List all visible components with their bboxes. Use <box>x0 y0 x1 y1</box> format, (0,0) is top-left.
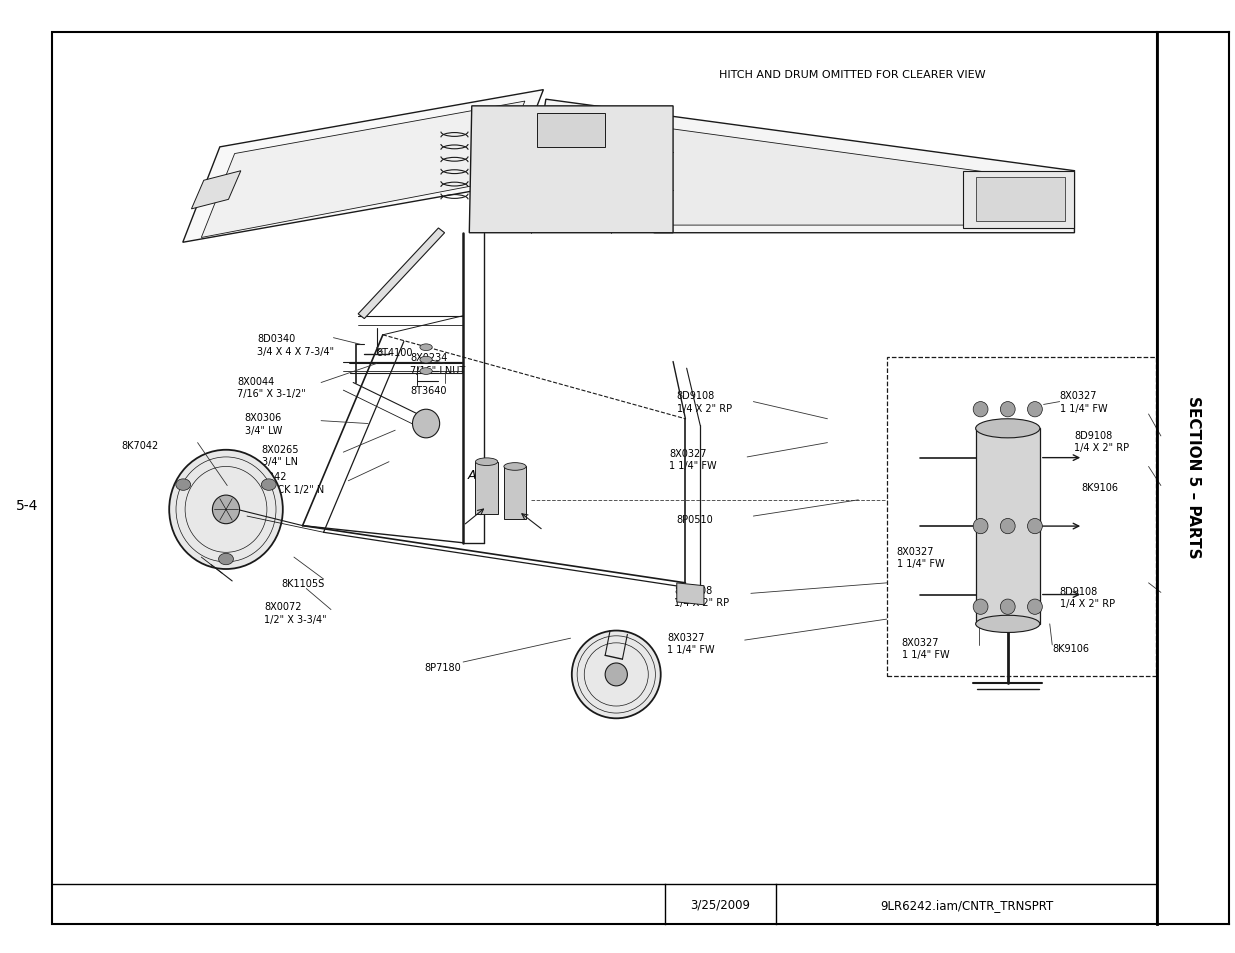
Bar <box>887 357 1156 677</box>
Text: 8X0072
1/2" X 3-3/4": 8X0072 1/2" X 3-3/4" <box>264 601 327 624</box>
Ellipse shape <box>420 356 432 364</box>
Ellipse shape <box>976 616 1040 633</box>
Ellipse shape <box>976 419 1040 438</box>
Text: 8T3640: 8T3640 <box>410 386 447 395</box>
Text: A: A <box>468 468 475 481</box>
Polygon shape <box>183 91 543 243</box>
Text: 8K7042: 8K7042 <box>121 440 158 450</box>
Ellipse shape <box>572 631 661 719</box>
Ellipse shape <box>973 599 988 615</box>
Text: 8X0234
7/16" LNUT: 8X0234 7/16" LNUT <box>410 353 466 375</box>
Text: 8K9106: 8K9106 <box>1052 643 1089 653</box>
Text: HITCH AND DRUM OMITTED FOR CLEARER VIEW: HITCH AND DRUM OMITTED FOR CLEARER VIEW <box>719 71 986 80</box>
Text: 8X0265
3/4" LN: 8X0265 3/4" LN <box>262 444 299 467</box>
Ellipse shape <box>1028 599 1042 615</box>
Text: 8P7180: 8P7180 <box>425 662 462 672</box>
Text: 8K9106: 8K9106 <box>1082 483 1119 493</box>
Text: 8X0044
7/16" X 3-1/2": 8X0044 7/16" X 3-1/2" <box>237 376 306 399</box>
Polygon shape <box>963 172 1074 229</box>
Text: 8X0327
1 1/4" FW: 8X0327 1 1/4" FW <box>897 546 945 569</box>
Polygon shape <box>976 178 1065 222</box>
Circle shape <box>175 479 190 491</box>
Text: 8D9108
1/4 X 2" RP: 8D9108 1/4 X 2" RP <box>1060 586 1115 609</box>
Ellipse shape <box>212 496 240 524</box>
Text: 8D9108
1/4 X 2" RP: 8D9108 1/4 X 2" RP <box>677 391 732 414</box>
Polygon shape <box>531 100 1074 233</box>
Bar <box>475 462 498 515</box>
Circle shape <box>219 554 233 565</box>
Text: DETAIL A: DETAIL A <box>993 512 1032 521</box>
Text: 8P0510: 8P0510 <box>677 515 714 524</box>
Text: 8X0327
1 1/4" FW: 8X0327 1 1/4" FW <box>667 632 715 655</box>
Text: 8D0340
3/4 X 4 X 7-3/4": 8D0340 3/4 X 4 X 7-3/4" <box>257 334 333 356</box>
Text: 5-4: 5-4 <box>16 498 38 512</box>
Polygon shape <box>677 583 704 605</box>
Text: 9LR6242.iam/CNTR_TRNSPRT: 9LR6242.iam/CNTR_TRNSPRT <box>879 898 1053 911</box>
Text: 8X0327
1 1/4" FW: 8X0327 1 1/4" FW <box>1060 391 1108 414</box>
Text: 8D9108
1/4 X 2" RP: 8D9108 1/4 X 2" RP <box>674 585 730 608</box>
Ellipse shape <box>412 410 440 438</box>
Text: SECTION 5 – PARTS: SECTION 5 – PARTS <box>1186 395 1200 558</box>
Text: 8X0327
1 1/4" FW: 8X0327 1 1/4" FW <box>902 637 950 659</box>
Ellipse shape <box>1000 599 1015 615</box>
Text: 8X0306
3/4" LW: 8X0306 3/4" LW <box>245 413 282 436</box>
Ellipse shape <box>973 519 988 534</box>
Ellipse shape <box>475 458 498 466</box>
Polygon shape <box>191 172 241 210</box>
Text: 8X0327
1 1/4" FW: 8X0327 1 1/4" FW <box>669 448 718 471</box>
Circle shape <box>262 479 277 491</box>
Bar <box>504 467 526 519</box>
Polygon shape <box>201 102 525 238</box>
Text: 8X0242
NY-LOCK 1/2" N: 8X0242 NY-LOCK 1/2" N <box>249 472 325 495</box>
Text: 3/25/2009: 3/25/2009 <box>690 898 751 911</box>
Bar <box>976 429 1040 624</box>
Ellipse shape <box>420 344 432 352</box>
Text: 8K1105S: 8K1105S <box>282 578 325 588</box>
Ellipse shape <box>973 402 988 417</box>
Polygon shape <box>537 114 605 148</box>
Polygon shape <box>358 229 445 319</box>
Text: 8D9108
1/4 X 2" RP: 8D9108 1/4 X 2" RP <box>1074 430 1130 453</box>
Ellipse shape <box>605 663 627 686</box>
Polygon shape <box>469 107 673 233</box>
Bar <box>52 33 1157 924</box>
Ellipse shape <box>169 451 283 570</box>
Ellipse shape <box>1028 519 1042 534</box>
Polygon shape <box>550 114 1060 226</box>
Ellipse shape <box>504 463 526 471</box>
Ellipse shape <box>1028 402 1042 417</box>
Ellipse shape <box>1000 402 1015 417</box>
Ellipse shape <box>1000 519 1015 534</box>
Ellipse shape <box>420 368 432 375</box>
Text: 8T4100: 8T4100 <box>377 348 414 357</box>
